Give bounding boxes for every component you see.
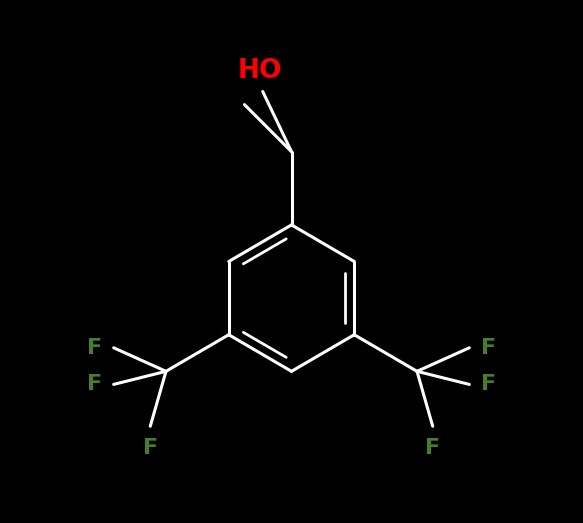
Text: F: F [425, 438, 440, 458]
Text: F: F [481, 338, 496, 358]
Text: F: F [87, 338, 102, 358]
Text: F: F [481, 374, 496, 394]
Text: F: F [143, 438, 158, 458]
Text: F: F [87, 374, 102, 394]
Text: HO: HO [238, 58, 282, 84]
